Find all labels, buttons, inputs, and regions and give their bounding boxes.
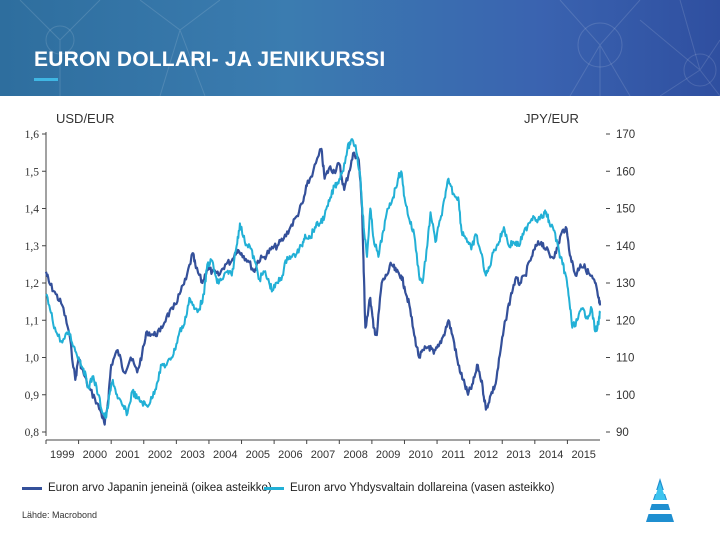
series-line-jpy bbox=[44, 147, 602, 426]
right-tick-label: 140 bbox=[616, 241, 635, 253]
left-tick-label: 1,3 bbox=[25, 241, 40, 253]
right-tick-label: 120 bbox=[616, 315, 635, 327]
left-tick-label: 1,4 bbox=[25, 204, 40, 216]
institution-logo-icon bbox=[642, 478, 678, 522]
right-axis-title: JPY/EUR bbox=[524, 111, 579, 126]
left-axis-title: USD/EUR bbox=[56, 111, 115, 126]
x-tick-label: 1999 bbox=[50, 449, 74, 461]
x-tick-label: 2008 bbox=[343, 449, 367, 461]
x-tick-label: 2011 bbox=[442, 449, 466, 461]
x-tick-label: 2006 bbox=[278, 449, 302, 461]
right-tick-label: 170 bbox=[616, 129, 635, 141]
x-tick-label: 2014 bbox=[539, 449, 563, 461]
x-tick-label: 2002 bbox=[148, 449, 172, 461]
left-tick-label: 1,0 bbox=[25, 353, 40, 365]
left-tick-label: 1,2 bbox=[25, 278, 40, 290]
legend-item-jpy: Euron arvo Japanin jeneinä (oikea asteik… bbox=[22, 482, 272, 494]
exchange-rate-chart: 1,6 1,5 1,4 1,3 1,2 1,1 1,0 0,9 0,8 170 160 150 140 1… bbox=[25, 129, 636, 461]
right-tick-label: 130 bbox=[616, 278, 635, 290]
x-tick-label: 2012 bbox=[474, 449, 498, 461]
page-title: EURON DOLLARI- JA JENIKURSSI bbox=[34, 48, 386, 71]
legend-swatch-usd bbox=[264, 486, 284, 490]
x-tick-label: 2010 bbox=[409, 449, 433, 461]
source-note: Lähde: Macrobond bbox=[22, 510, 98, 520]
x-tick-label: 2004 bbox=[213, 449, 237, 461]
right-tick-label: 110 bbox=[616, 353, 634, 365]
x-tick-label: 2015 bbox=[571, 449, 595, 461]
legend-swatch-jpy bbox=[22, 486, 42, 490]
right-tick-label: 90 bbox=[616, 427, 629, 439]
left-tick-label: 0,9 bbox=[25, 390, 40, 402]
left-tick-label: 1,6 bbox=[25, 129, 40, 141]
x-tick-label: 2013 bbox=[506, 449, 530, 461]
left-tick-label: 0,8 bbox=[25, 427, 40, 439]
x-tick-label: 2009 bbox=[376, 449, 400, 461]
right-tick-label: 100 bbox=[616, 390, 635, 402]
series-line-usd bbox=[45, 138, 601, 420]
left-tick-label: 1,1 bbox=[25, 315, 40, 327]
title-accent-bar bbox=[34, 78, 58, 81]
slide-header: EURON DOLLARI- JA JENIKURSSI bbox=[0, 0, 720, 96]
header-pattern bbox=[19, 0, 720, 96]
right-tick-label: 150 bbox=[616, 204, 635, 216]
left-tick-label: 1,5 bbox=[25, 166, 40, 178]
legend-label-jpy: Euron arvo Japanin jeneinä (oikea asteik… bbox=[48, 482, 272, 494]
right-tick-label: 160 bbox=[616, 166, 635, 178]
legend-item-usd: Euron arvo Yhdysvaltain dollareina (vase… bbox=[264, 482, 554, 494]
x-tick-label: 2007 bbox=[311, 449, 335, 461]
x-tick-label: 2001 bbox=[115, 449, 139, 461]
x-tick-label: 2000 bbox=[83, 449, 107, 461]
legend-label-usd: Euron arvo Yhdysvaltain dollareina (vase… bbox=[290, 482, 555, 494]
x-tick-label: 2005 bbox=[246, 449, 270, 461]
x-tick-label: 2003 bbox=[180, 449, 204, 461]
